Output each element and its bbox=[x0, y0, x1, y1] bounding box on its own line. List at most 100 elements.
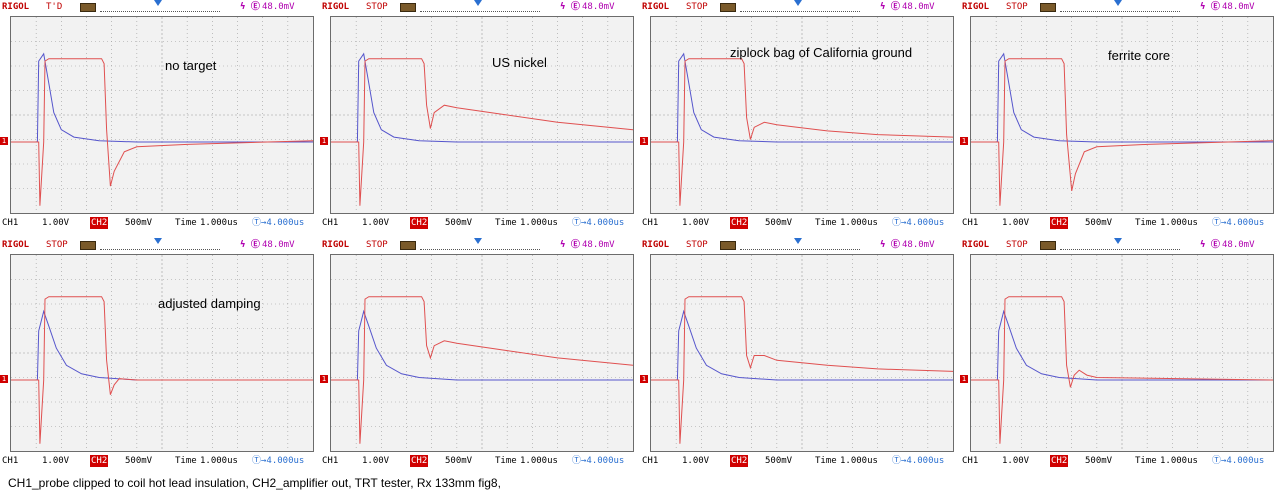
scope-status-bar: RIGOL STOP ϟ Ⓔ 48.0mV bbox=[0, 238, 316, 252]
run-status: STOP bbox=[366, 240, 388, 250]
timebase-value: 1.000us bbox=[520, 218, 558, 228]
plot-area bbox=[10, 254, 314, 452]
panel-annotation: no target bbox=[165, 58, 217, 73]
ch2-trace bbox=[971, 296, 1273, 444]
waveform-overview bbox=[100, 2, 220, 12]
channel-ground-marker: 1 bbox=[960, 136, 968, 145]
ch1-scale: 1.00V bbox=[362, 218, 390, 228]
trigger-level: 48.0mV bbox=[262, 240, 295, 250]
waveform-overview bbox=[100, 240, 220, 250]
ch1-label: CH1 bbox=[642, 456, 659, 466]
scope-panel: RIGOL STOP ϟ Ⓔ 48.0mV 1 CH1 1.00V CH2 500mV Time 1… bbox=[640, 238, 956, 470]
trigger-position-icon bbox=[154, 0, 162, 6]
ch1-label: CH1 bbox=[322, 218, 339, 228]
scope-settings-bar: CH1 1.00V CH2 500mV Time 1.000us Ⓣ→4.000us bbox=[320, 217, 636, 229]
ch2-scale: 500mV bbox=[765, 218, 793, 228]
scope-panel: RIGOL STOP ϟ Ⓔ 48.0mV 1 CH1 1.00V CH2 500mV Time 1… bbox=[0, 238, 316, 470]
scope-settings-bar: CH1 1.00V CH2 500mV Time 1.000us Ⓣ→4.000us bbox=[960, 217, 1276, 229]
ch1-scale: 1.00V bbox=[42, 218, 70, 228]
trigger-position-icon bbox=[154, 238, 162, 244]
scope-status-bar: RIGOL STOP ϟ Ⓔ 48.0mV bbox=[960, 238, 1276, 252]
trigger-level: 48.0mV bbox=[262, 2, 295, 12]
ch2-trace bbox=[651, 296, 953, 444]
ch2-label: CH2 bbox=[90, 455, 109, 467]
trigger-level: 48.0mV bbox=[902, 240, 935, 250]
scope-panel: RIGOL T'D ϟ Ⓔ 48.0mV 1 CH1 1.00V CH2 500mV Time 1.… bbox=[0, 0, 316, 232]
ch2-trace bbox=[971, 58, 1273, 206]
time-label: Time bbox=[175, 456, 197, 466]
scope-status-bar: RIGOL T'D ϟ Ⓔ 48.0mV bbox=[0, 0, 316, 14]
plot-area bbox=[330, 16, 634, 214]
trigger-time: Ⓣ→4.000us bbox=[1212, 456, 1265, 466]
scope-panel: RIGOL STOP ϟ Ⓔ 48.0mV 1 CH1 1.00V CH2 500mV Time 1… bbox=[320, 238, 636, 470]
ch1-label: CH1 bbox=[962, 456, 979, 466]
channel-ground-marker: 1 bbox=[640, 374, 648, 383]
ch2-label: CH2 bbox=[1050, 217, 1069, 229]
run-status: T'D bbox=[46, 2, 63, 12]
scope-panel: RIGOL STOP ϟ Ⓔ 48.0mV 1 CH1 1.00V CH2 500mV Time 1… bbox=[960, 238, 1276, 470]
ch1-scale: 1.00V bbox=[362, 456, 390, 466]
scope-status-bar: RIGOL STOP ϟ Ⓔ 48.0mV bbox=[960, 0, 1276, 14]
memory-depth-icon bbox=[1040, 3, 1056, 12]
memory-depth-icon bbox=[400, 3, 416, 12]
brand-label: RIGOL bbox=[962, 240, 990, 250]
trigger-position-icon bbox=[1114, 0, 1122, 6]
trigger-edge-icon: ϟ Ⓔ bbox=[880, 2, 900, 12]
trigger-time: Ⓣ→4.000us bbox=[1212, 218, 1265, 228]
trigger-time: Ⓣ→4.000us bbox=[892, 456, 945, 466]
trigger-position-icon bbox=[794, 0, 802, 6]
waveform-svg bbox=[651, 255, 953, 451]
ch1-label: CH1 bbox=[322, 456, 339, 466]
ch2-label: CH2 bbox=[730, 455, 749, 467]
ch1-label: CH1 bbox=[2, 218, 19, 228]
scope-settings-bar: CH1 1.00V CH2 500mV Time 1.000us Ⓣ→4.000us bbox=[0, 455, 316, 467]
trigger-time: Ⓣ→4.000us bbox=[572, 218, 625, 228]
time-label: Time bbox=[495, 218, 517, 228]
ch1-scale: 1.00V bbox=[1002, 218, 1030, 228]
ch1-label: CH1 bbox=[962, 218, 979, 228]
ch2-scale: 500mV bbox=[125, 456, 153, 466]
timebase-value: 1.000us bbox=[1160, 218, 1198, 228]
timebase-value: 1.000us bbox=[520, 456, 558, 466]
ch2-label: CH2 bbox=[90, 217, 109, 229]
channel-ground-marker: 1 bbox=[960, 374, 968, 383]
timebase-value: 1.000us bbox=[1160, 456, 1198, 466]
panel-annotation: ferrite core bbox=[1108, 48, 1171, 63]
time-label: Time bbox=[815, 218, 837, 228]
timebase-value: 1.000us bbox=[840, 456, 878, 466]
waveform-svg bbox=[971, 17, 1273, 213]
ch1-trace bbox=[11, 52, 313, 143]
trigger-edge-icon: ϟ Ⓔ bbox=[240, 2, 260, 12]
ch1-scale: 1.00V bbox=[1002, 456, 1030, 466]
trigger-level: 48.0mV bbox=[582, 240, 615, 250]
waveform-svg bbox=[331, 17, 633, 213]
figure-caption: CH1_probe clipped to coil hot lead insul… bbox=[8, 476, 501, 490]
scope-settings-bar: CH1 1.00V CH2 500mV Time 1.000us Ⓣ→4.000us bbox=[320, 455, 636, 467]
trigger-position-icon bbox=[474, 238, 482, 244]
ch2-scale: 500mV bbox=[445, 456, 473, 466]
channel-ground-marker: 1 bbox=[320, 374, 328, 383]
ch1-label: CH1 bbox=[2, 456, 19, 466]
trigger-position-icon bbox=[794, 238, 802, 244]
time-label: Time bbox=[1135, 456, 1157, 466]
waveform-overview bbox=[1060, 240, 1180, 250]
waveform-svg bbox=[11, 255, 313, 451]
scope-panel: RIGOL STOP ϟ Ⓔ 48.0mV 1 CH1 1.00V CH2 500mV Time 1… bbox=[960, 0, 1276, 232]
run-status: STOP bbox=[686, 2, 708, 12]
timebase-value: 1.000us bbox=[200, 218, 238, 228]
ch1-trace bbox=[971, 309, 1273, 381]
waveform-overview bbox=[420, 240, 540, 250]
waveform-svg bbox=[651, 17, 953, 213]
run-status: STOP bbox=[1006, 240, 1028, 250]
run-status: STOP bbox=[1006, 2, 1028, 12]
ch2-trace bbox=[11, 296, 313, 444]
channel-ground-marker: 1 bbox=[0, 136, 8, 145]
ch2-scale: 500mV bbox=[765, 456, 793, 466]
ch1-label: CH1 bbox=[642, 218, 659, 228]
trigger-edge-icon: ϟ Ⓔ bbox=[880, 240, 900, 250]
ch1-trace bbox=[331, 309, 633, 381]
channel-ground-marker: 1 bbox=[0, 374, 8, 383]
trigger-level: 48.0mV bbox=[1222, 2, 1255, 12]
ch1-trace bbox=[651, 52, 953, 143]
panel-annotation: adjusted damping bbox=[158, 296, 261, 311]
